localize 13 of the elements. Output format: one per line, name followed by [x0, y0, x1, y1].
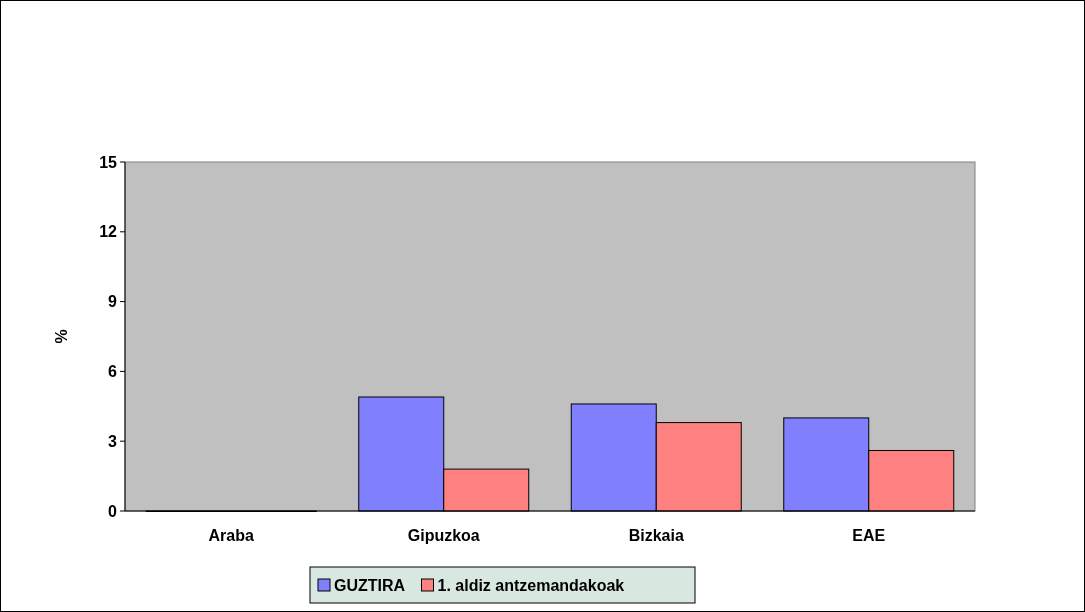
x-tick-label: Gipuzkoa: [407, 527, 480, 544]
y-axis-title: %: [53, 329, 70, 344]
y-tick-label: 0: [108, 502, 118, 520]
y-tick-label: 3: [108, 432, 118, 450]
legend-label: GUZTIRA: [334, 577, 406, 594]
x-tick-label: Araba: [208, 527, 255, 544]
y-tick-label: 15: [99, 153, 118, 171]
y-tick-label: 12: [99, 223, 118, 241]
x-tick-label: Bizkaia: [628, 527, 684, 544]
legend-label: 1. aldiz antzemandakoak: [437, 577, 625, 594]
y-tick-label: 6: [108, 363, 118, 380]
x-tick-label: EAE: [852, 527, 886, 544]
y-tick-label: 9: [108, 293, 118, 311]
